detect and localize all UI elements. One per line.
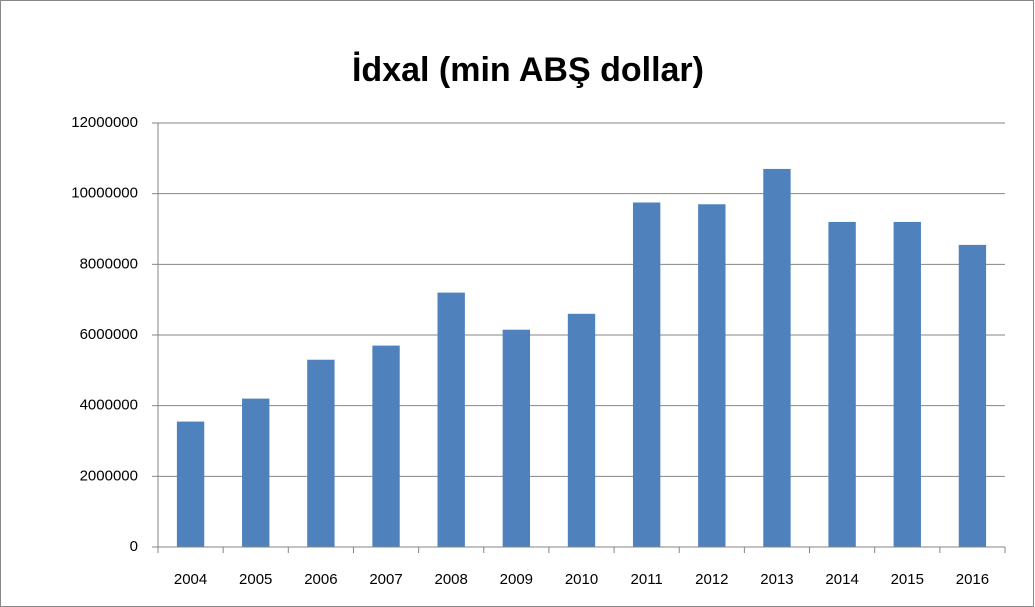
bar — [698, 204, 726, 547]
x-tick-label: 2006 — [304, 571, 337, 588]
x-tick-label: 2011 — [631, 571, 663, 588]
y-tick-label: 4000000 — [80, 397, 138, 414]
x-tick-label: 2014 — [825, 571, 858, 588]
bar — [958, 244, 987, 547]
x-tick-label: 2009 — [500, 571, 533, 588]
y-tick-label: 6000000 — [80, 326, 138, 343]
bar — [437, 292, 465, 547]
bar — [307, 359, 335, 547]
bar — [632, 202, 661, 547]
x-tick-label: 2008 — [435, 571, 468, 588]
chart-title: İdxal (min ABŞ dollar) — [352, 51, 704, 89]
bar — [176, 421, 205, 547]
x-tick-label: 2007 — [369, 571, 402, 588]
y-tick-label: 0 — [130, 538, 138, 555]
x-tick-label: 2012 — [695, 571, 728, 588]
bar — [567, 313, 596, 547]
x-tick-label: 2005 — [239, 571, 272, 588]
bar — [242, 398, 270, 547]
bar — [502, 329, 531, 547]
x-tick-label: 2016 — [956, 571, 989, 588]
y-tick-label: 10000000 — [71, 185, 138, 202]
x-tick-label: 2004 — [174, 571, 207, 588]
y-tick-label: 8000000 — [80, 255, 138, 272]
y-tick-label: 12000000 — [71, 114, 138, 131]
y-tick-label: 2000000 — [80, 467, 138, 484]
x-tick-label: 2015 — [891, 571, 924, 588]
bar — [372, 345, 400, 547]
bar — [893, 221, 921, 547]
bar — [828, 221, 856, 547]
x-tick-label: 2013 — [760, 571, 793, 588]
x-tick-label: 2010 — [565, 571, 598, 588]
bar — [763, 168, 791, 547]
